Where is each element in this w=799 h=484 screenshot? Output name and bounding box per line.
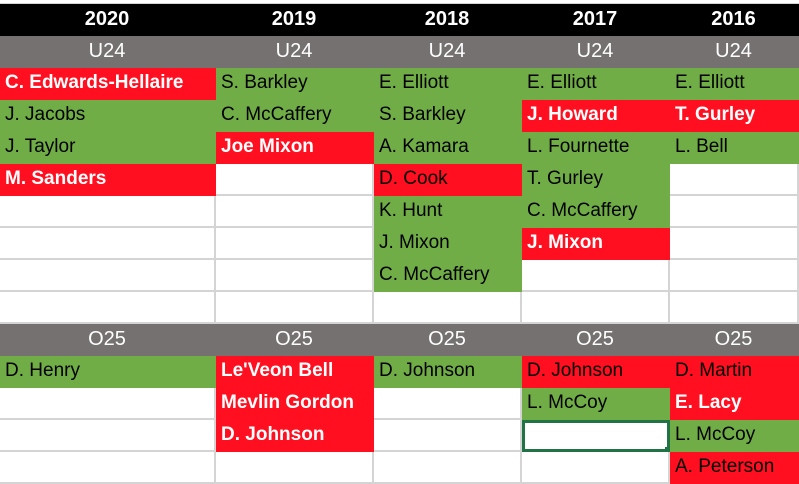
empty-cell[interactable] bbox=[0, 292, 216, 324]
player-cell[interactable]: E. Elliott bbox=[670, 68, 799, 100]
empty-cell[interactable] bbox=[216, 260, 374, 292]
player-cell[interactable]: S. Barkley bbox=[216, 68, 374, 100]
player-cell[interactable]: D. Henry bbox=[0, 356, 216, 388]
year-header[interactable]: 2018 bbox=[374, 4, 522, 36]
player-cell[interactable]: T. Gurley bbox=[670, 100, 799, 132]
empty-cell[interactable] bbox=[522, 452, 670, 484]
selected-cell[interactable] bbox=[522, 420, 670, 452]
player-cell[interactable]: Joe Mixon bbox=[216, 132, 374, 164]
player-cell[interactable]: E. Elliott bbox=[374, 68, 522, 100]
player-cell[interactable]: D. Johnson bbox=[522, 356, 670, 388]
player-cell[interactable]: Mevlin Gordon bbox=[216, 388, 374, 420]
empty-cell[interactable] bbox=[0, 196, 216, 228]
empty-cell[interactable] bbox=[216, 292, 374, 324]
group-header-o25[interactable]: O25 bbox=[670, 324, 799, 356]
group-header-u24[interactable]: U24 bbox=[216, 36, 374, 68]
group-header-o25[interactable]: O25 bbox=[216, 324, 374, 356]
group-header-u24[interactable]: U24 bbox=[0, 36, 216, 68]
empty-cell[interactable] bbox=[670, 228, 799, 260]
year-header[interactable]: 2017 bbox=[522, 4, 670, 36]
player-cell[interactable]: J. Mixon bbox=[522, 228, 670, 260]
empty-cell[interactable] bbox=[374, 452, 522, 484]
group-header-o25[interactable]: O25 bbox=[374, 324, 522, 356]
player-cell[interactable]: S. Barkley bbox=[374, 100, 522, 132]
player-cell[interactable]: T. Gurley bbox=[522, 164, 670, 196]
empty-cell[interactable] bbox=[522, 292, 670, 324]
player-cell[interactable]: D. Johnson bbox=[374, 356, 522, 388]
player-cell[interactable]: A. Kamara bbox=[374, 132, 522, 164]
player-cell[interactable]: Le'Veon Bell bbox=[216, 356, 374, 388]
player-cell[interactable]: C. McCaffery bbox=[522, 196, 670, 228]
player-cell[interactable]: E. Elliott bbox=[522, 68, 670, 100]
year-header[interactable]: 2016 bbox=[670, 4, 799, 36]
empty-cell[interactable] bbox=[374, 388, 522, 420]
spreadsheet-grid: 2020 U24 C. Edwards-Hellaire J. Jacobs J. Ta… bbox=[0, 4, 799, 484]
group-header-u24[interactable]: U24 bbox=[522, 36, 670, 68]
player-cell[interactable]: J. Taylor bbox=[0, 132, 216, 164]
player-cell[interactable]: J. Jacobs bbox=[0, 100, 216, 132]
player-cell[interactable]: L. McCoy bbox=[522, 388, 670, 420]
empty-cell[interactable] bbox=[0, 228, 216, 260]
empty-cell[interactable] bbox=[0, 452, 216, 484]
player-cell[interactable]: K. Hunt bbox=[374, 196, 522, 228]
empty-cell[interactable] bbox=[670, 196, 799, 228]
player-cell[interactable]: L. McCoy bbox=[670, 420, 799, 452]
player-cell[interactable]: J. Mixon bbox=[374, 228, 522, 260]
player-cell[interactable]: E. Lacy bbox=[670, 388, 799, 420]
group-header-u24[interactable]: U24 bbox=[374, 36, 522, 68]
player-cell[interactable]: C. McCaffery bbox=[216, 100, 374, 132]
empty-cell[interactable] bbox=[0, 388, 216, 420]
empty-cell[interactable] bbox=[670, 292, 799, 324]
empty-cell[interactable] bbox=[216, 228, 374, 260]
player-cell[interactable]: A. Peterson bbox=[670, 452, 799, 484]
player-cell[interactable]: C. Edwards-Hellaire bbox=[0, 68, 216, 100]
empty-cell[interactable] bbox=[670, 260, 799, 292]
player-cell[interactable]: M. Sanders bbox=[0, 164, 216, 196]
year-header[interactable]: 2020 bbox=[0, 4, 216, 36]
player-cell[interactable]: C. McCaffery bbox=[374, 260, 522, 292]
empty-cell[interactable] bbox=[216, 164, 374, 196]
group-header-o25[interactable]: O25 bbox=[0, 324, 216, 356]
player-cell[interactable]: L. Fournette bbox=[522, 132, 670, 164]
empty-cell[interactable] bbox=[0, 260, 216, 292]
empty-cell[interactable] bbox=[670, 164, 799, 196]
empty-cell[interactable] bbox=[374, 292, 522, 324]
player-cell[interactable]: L. Bell bbox=[670, 132, 799, 164]
empty-cell[interactable] bbox=[216, 452, 374, 484]
year-header[interactable]: 2019 bbox=[216, 4, 374, 36]
empty-cell[interactable] bbox=[522, 260, 670, 292]
column-header-strip bbox=[0, 0, 799, 4]
group-header-o25[interactable]: O25 bbox=[522, 324, 670, 356]
empty-cell[interactable] bbox=[374, 420, 522, 452]
player-cell[interactable]: J. Howard bbox=[522, 100, 670, 132]
empty-cell[interactable] bbox=[0, 420, 216, 452]
player-cell[interactable]: D. Cook bbox=[374, 164, 522, 196]
player-cell[interactable]: D. Martin bbox=[670, 356, 799, 388]
empty-cell[interactable] bbox=[216, 196, 374, 228]
player-cell[interactable]: D. Johnson bbox=[216, 420, 374, 452]
group-header-u24[interactable]: U24 bbox=[670, 36, 799, 68]
